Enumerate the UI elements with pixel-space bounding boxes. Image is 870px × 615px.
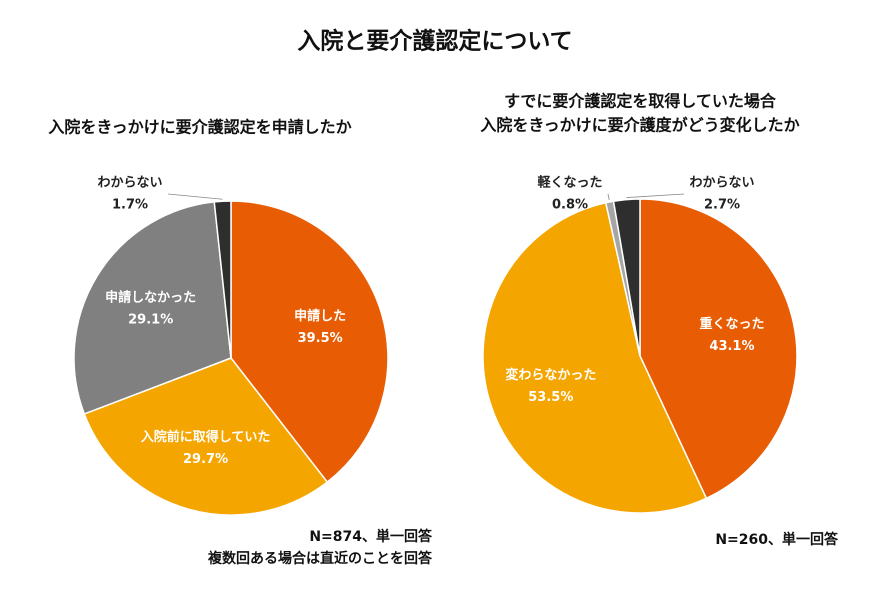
slice-label: 軽くなった: [537, 175, 602, 191]
pie-slice: [83, 357, 329, 516]
chart-note: 複数回ある場合は直近のことを回答: [207, 550, 433, 567]
slice-value: 1.7%: [112, 198, 148, 213]
slice-value: 0.8%: [552, 198, 588, 213]
pie-slice: [612, 198, 641, 357]
slice-label: 入院前に取得していた: [141, 429, 271, 445]
pie-slice: [213, 200, 232, 359]
pie-slice: [639, 198, 798, 500]
chart-note: N=260、単一回答: [715, 531, 839, 548]
slice-value: 29.7%: [183, 452, 228, 467]
slice-label: 重くなった: [699, 316, 764, 332]
pie-slice: [482, 201, 708, 514]
chart-note: N=874、単一回答: [309, 528, 433, 545]
slice-value: 39.5%: [298, 331, 343, 346]
slice-label: 申請した: [294, 308, 346, 324]
slice-label: わからない: [97, 176, 162, 191]
slice-value: 2.7%: [704, 198, 740, 213]
page-title: 入院と要介護認定について: [297, 28, 572, 55]
slice-value: 43.1%: [709, 339, 754, 354]
leader-line: [626, 193, 685, 198]
slice-label: 申請しなかった: [105, 289, 196, 305]
chart-title: すでに要介護認定を取得していた場合: [504, 92, 777, 111]
slice-value: 53.5%: [528, 390, 573, 405]
chart-title: 入院をきっかけに要介護度がどう変化したか: [480, 116, 799, 135]
leader-line: [167, 193, 223, 200]
chart-title: 入院をきっかけに要介護認定を申請したか: [48, 118, 351, 137]
slice-label: 変わらなかった: [505, 367, 596, 383]
pie-slice: [73, 201, 232, 415]
slice-value: 29.1%: [128, 312, 173, 327]
slice-label: わからない: [689, 176, 754, 191]
leader-line: [607, 193, 610, 201]
pie-slice: [230, 200, 389, 484]
